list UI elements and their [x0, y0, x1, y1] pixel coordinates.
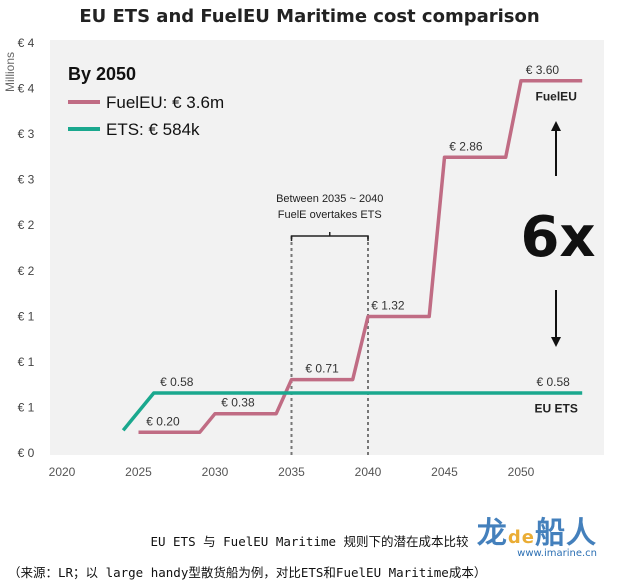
data-label: € 2.86 [449, 139, 483, 153]
bracket-annotation-line-2: FuelE overtakes ETS [278, 209, 382, 221]
watermark-text-main: 龙 [476, 516, 508, 551]
ratio-label: 6x [520, 205, 595, 270]
y-tick-label: € 2 [18, 218, 35, 232]
series-line-fueleu [138, 79, 583, 435]
ratio-arrow-down-head [551, 337, 561, 347]
watermark-text-de: de [507, 527, 535, 548]
x-tick-label: 2020 [49, 465, 76, 479]
y-tick-label: € 4 [18, 82, 35, 96]
data-label: € 3.60 [526, 63, 560, 77]
caption-line-1: EU ETS 与 FuelEU Maritime 规则下的潜在成本比较 [150, 534, 469, 549]
data-label: € 0.71 [305, 362, 339, 376]
legend-label: ETS: € 584k [106, 120, 200, 139]
y-tick-label: € 4 [18, 36, 35, 50]
x-tick-label: 2035 [278, 465, 305, 479]
data-label: € 0.20 [146, 414, 180, 428]
legend-label: FuelEU: € 3.6m [106, 93, 224, 112]
y-tick-label: € 2 [18, 264, 35, 278]
y-tick-label: € 3 [18, 127, 35, 141]
y-tick-label: € 1 [18, 309, 35, 323]
watermark-logo: 龙de船人 www.imarine.cn [477, 508, 597, 559]
series-line-eu-ets [121, 391, 583, 432]
legend-title: By 2050 [68, 64, 136, 84]
y-tick-label: € 0 [18, 446, 35, 460]
y-tick-label: € 1 [18, 400, 35, 414]
caption-line-2: （来源：LR；以 large handy型散货船为例，对比ETS和FuelEU … [8, 565, 487, 580]
series-name-label: EU ETS [535, 402, 578, 416]
ratio-arrow-up-head [551, 121, 561, 131]
x-tick-label: 2040 [355, 465, 382, 479]
y-tick-label: € 3 [18, 173, 35, 187]
x-tick-label: 2045 [431, 465, 458, 479]
x-tick-label: 2030 [202, 465, 229, 479]
data-label: € 0.58 [536, 375, 570, 389]
watermark-text-tail: 船人 [535, 516, 597, 551]
x-tick-label: 2025 [125, 465, 152, 479]
chart-title: EU ETS and FuelEU Maritime cost comparis… [79, 6, 539, 27]
series-name-label: FuelEU [536, 89, 577, 103]
y-tick-label: € 1 [18, 355, 35, 369]
data-label: € 0.38 [221, 396, 255, 410]
data-label: € 0.58 [160, 375, 194, 389]
bracket-annotation-line-1: Between 2035 ~ 2040 [276, 193, 383, 205]
data-label: € 1.32 [371, 299, 405, 313]
plot-background [50, 40, 604, 455]
y-axis-label: Millions [3, 52, 17, 92]
x-tick-label: 2050 [508, 465, 535, 479]
watermark-url: www.imarine.cn [517, 548, 597, 559]
bracket-line [290, 232, 369, 241]
